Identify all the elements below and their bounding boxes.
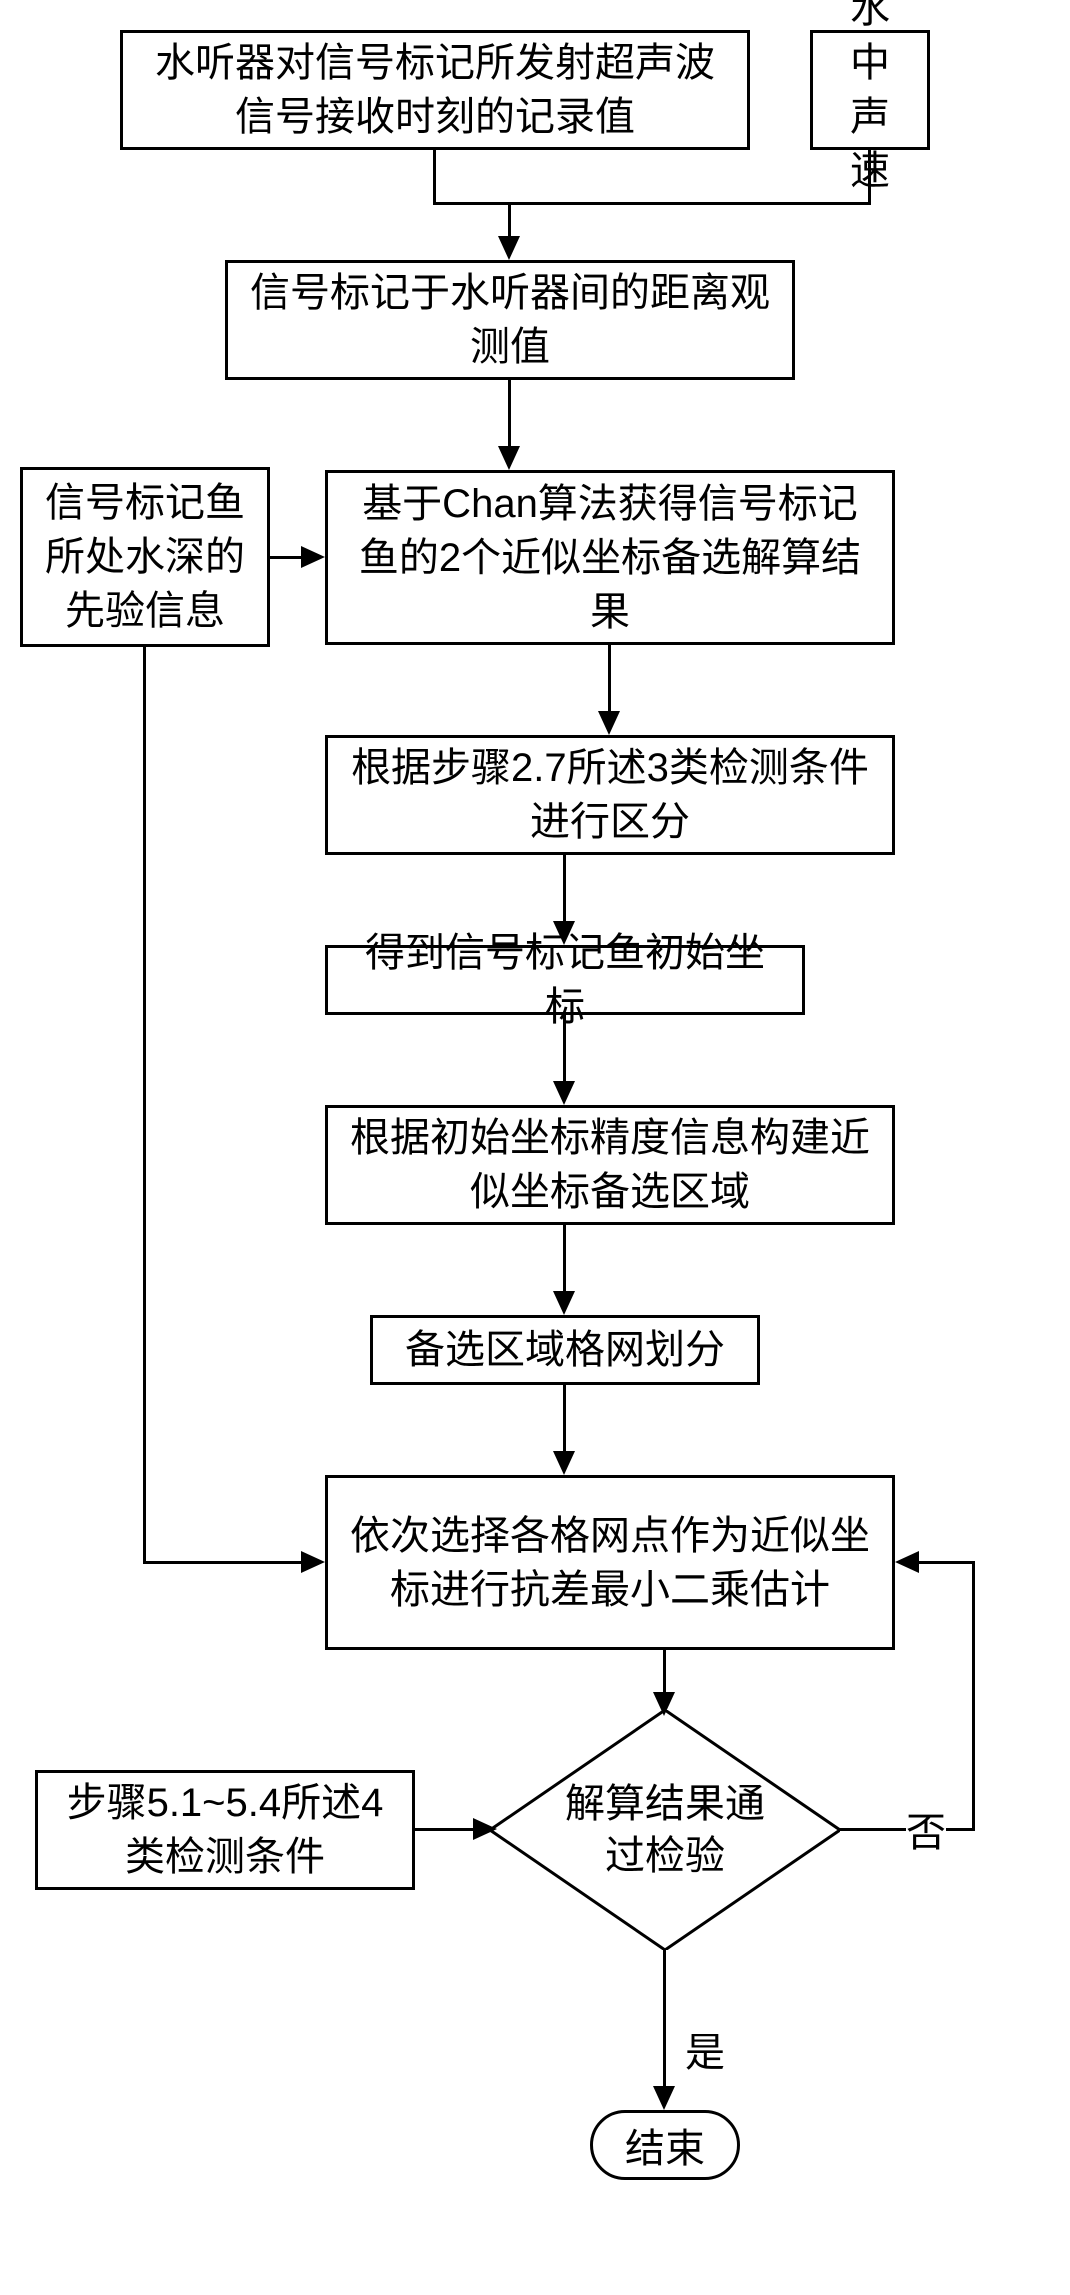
edge: [270, 556, 303, 559]
node-robust-ls: 依次选择各格网点作为近似坐标进行抗差最小二乘估计: [325, 1475, 895, 1650]
arrow-head-icon: [553, 1081, 575, 1105]
arrow-head-icon: [553, 1291, 575, 1315]
label-text: 否: [906, 1811, 946, 1855]
edge: [563, 1015, 566, 1083]
arrow-head-icon: [598, 711, 620, 735]
arrow-head-icon: [553, 1451, 575, 1475]
node-text: 根据步骤2.7所述3类检测条件进行区分: [346, 741, 874, 849]
arrow-head-icon: [301, 546, 325, 568]
edge: [143, 647, 146, 1564]
node-end: 结束: [590, 2110, 740, 2180]
node-text: 解算结果通过检验: [565, 1782, 765, 1878]
edge: [868, 150, 871, 205]
edge: [563, 1225, 566, 1293]
edge: [608, 645, 611, 713]
branch-label-yes: 是: [685, 2020, 725, 2078]
edge: [433, 202, 871, 205]
edge: [663, 1950, 666, 2088]
arrow-head-icon: [895, 1551, 919, 1573]
node-prior-depth: 信号标记鱼所处水深的先验信息: [20, 467, 270, 647]
node-text: 依次选择各格网点作为近似坐标进行抗差最小二乘估计: [346, 1509, 874, 1617]
node-text: 步骤5.1~5.4所述4类检测条件: [56, 1776, 394, 1884]
node-distance-obs: 信号标记于水听器间的距离观测值: [225, 260, 795, 380]
node-text: 水听器对信号标记所发射超声波信号接收时刻的记录值: [141, 36, 729, 144]
edge: [415, 1828, 475, 1831]
edge: [563, 855, 566, 923]
node-decision-verify: 解算结果通过检验: [490, 1710, 840, 1950]
edge: [508, 202, 511, 238]
node-step27-check: 根据步骤2.7所述3类检测条件进行区分: [325, 735, 895, 855]
arrow-head-icon: [498, 236, 520, 260]
arrow-head-icon: [301, 1551, 325, 1573]
edge: [433, 150, 436, 205]
node-sound-speed: 水中声速: [810, 30, 930, 150]
node-chan-alg: 基于Chan算法获得信号标记鱼的2个近似坐标备选解算结果: [325, 470, 895, 645]
label-text: 是: [685, 2031, 725, 2075]
node-text: 信号标记鱼所处水深的先验信息: [41, 476, 249, 638]
edge: [508, 380, 511, 448]
node-hydrophone-record: 水听器对信号标记所发射超声波信号接收时刻的记录值: [120, 30, 750, 150]
node-initial-coords: 得到信号标记鱼初始坐标: [325, 945, 805, 1015]
edge: [563, 1385, 566, 1453]
edge: [917, 1561, 975, 1564]
branch-label-no: 否: [906, 1800, 946, 1858]
node-text: 备选区域格网划分: [405, 1323, 725, 1377]
arrow-head-icon: [653, 1692, 675, 1716]
edge: [972, 1561, 975, 1831]
arrow-head-icon: [553, 921, 575, 945]
node-text: 基于Chan算法获得信号标记鱼的2个近似坐标备选解算结果: [346, 477, 874, 639]
flowchart-container: 水听器对信号标记所发射超声波信号接收时刻的记录值 水中声速 信号标记于水听器间的…: [20, 30, 1050, 2265]
node-text: 结束: [625, 2116, 705, 2174]
node-text: 信号标记于水听器间的距离观测值: [246, 266, 774, 374]
node-grid-partition: 备选区域格网划分: [370, 1315, 760, 1385]
arrow-head-icon: [498, 446, 520, 470]
arrow-head-icon: [653, 2086, 675, 2110]
edge: [143, 1561, 303, 1564]
node-candidate-region: 根据初始坐标精度信息构建近似坐标备选区域: [325, 1105, 895, 1225]
node-text: 根据初始坐标精度信息构建近似坐标备选区域: [346, 1111, 874, 1219]
arrow-head-icon: [473, 1818, 497, 1840]
node-step51-conditions: 步骤5.1~5.4所述4类检测条件: [35, 1770, 415, 1890]
edge: [663, 1650, 666, 1694]
